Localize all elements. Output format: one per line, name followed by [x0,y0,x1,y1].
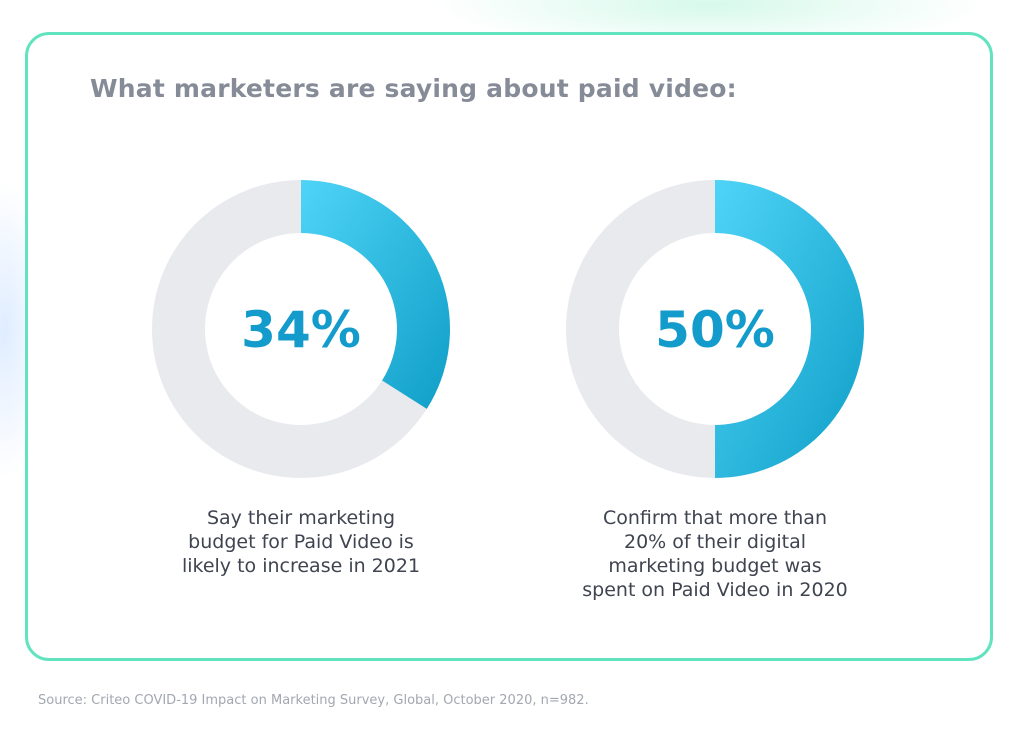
caption-line: Say their marketing [206,507,396,529]
page-title: What marketers are saying about paid vid… [90,74,737,103]
donut-chart-1: 34% [152,180,450,478]
caption-line: budget for Paid Video is [188,531,414,553]
caption-line: likely to increase in 2021 [181,555,421,577]
donut-value-arc [715,180,864,478]
donut-caption-1: Say their marketing budget for Paid Vide… [151,506,451,578]
donut-caption-2: Confirm that more than 20% of their digi… [565,506,865,602]
caption-line: marketing budget was [608,555,822,577]
donut-chart-2: 50% [566,180,864,478]
caption-line: 20% of their digital [624,531,806,553]
donut-value-label: 50% [655,301,775,359]
donut-value-label: 34% [241,301,361,359]
donut-value-arc [301,180,450,409]
source-note: Source: Criteo COVID-19 Impact on Market… [38,693,589,708]
caption-line: Confirm that more than [603,507,827,529]
caption-line: spent on Paid Video in 2020 [582,579,848,601]
